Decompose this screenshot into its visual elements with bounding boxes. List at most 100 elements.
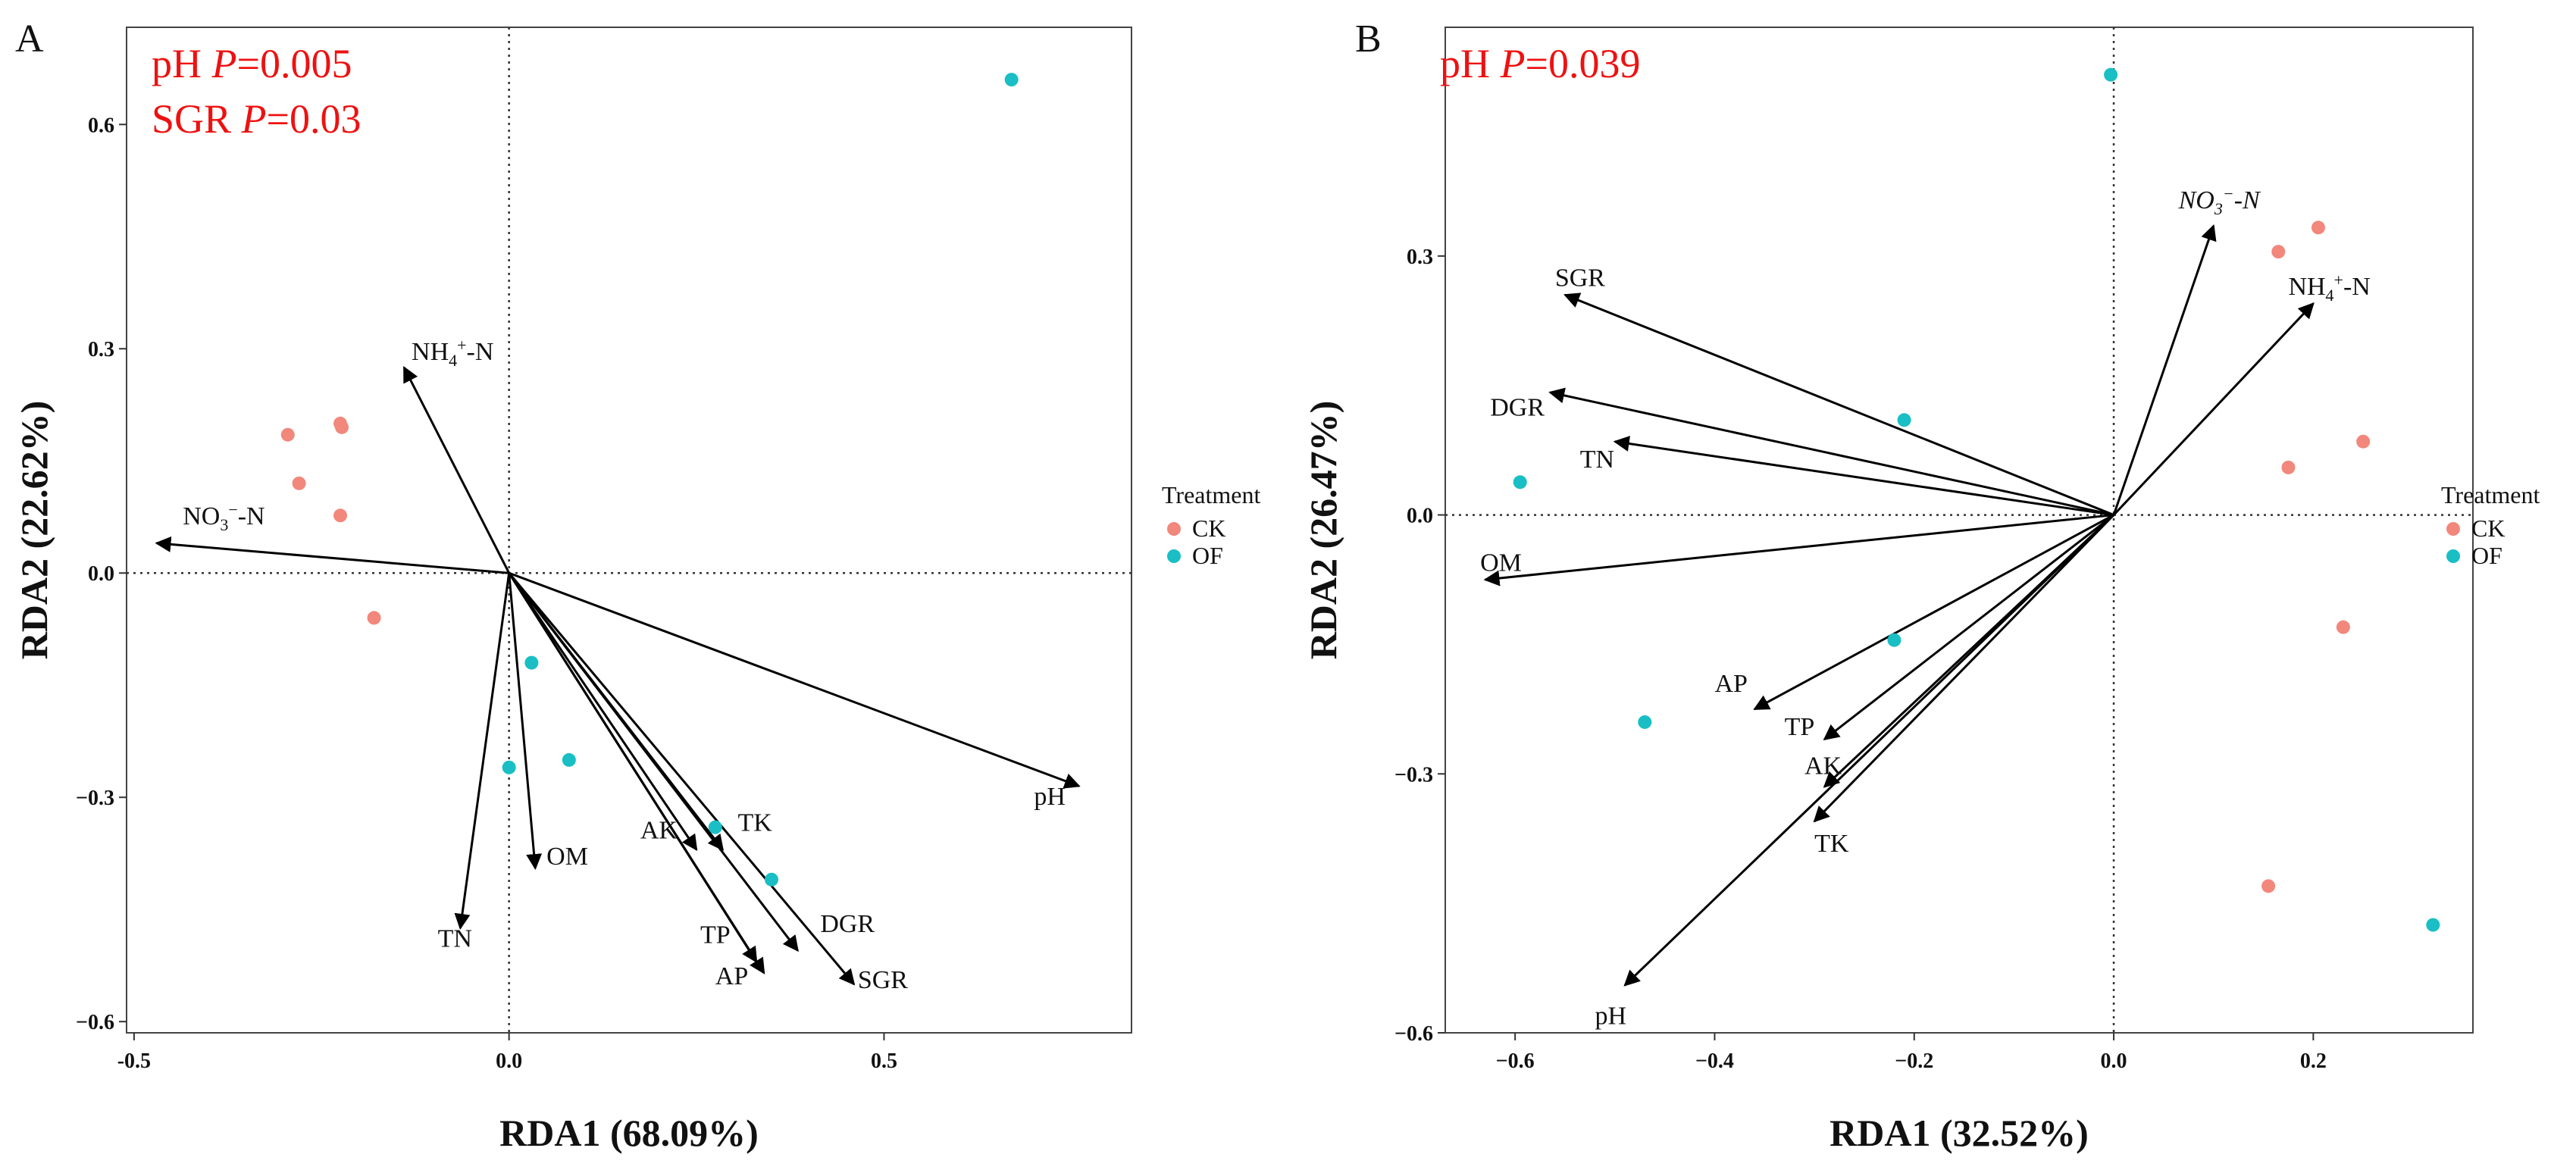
legend-swatch-ck-a [1167,522,1181,536]
arrow-label-b: TN [1580,446,1614,474]
x-tick-label-a: 0.5 [871,1049,897,1073]
point-ck-b [2356,434,2371,449]
arrow-sgr-b [1563,292,2114,516]
y-tick-label-b: −0.3 [1394,763,1433,787]
arrow-om-a [508,573,543,871]
point-ck-a [280,427,295,442]
point-of-a [562,752,576,767]
arrow-label-b: AP [1714,670,1747,698]
arrow-label-a: NH4+-N [412,336,493,370]
point-of-a [708,820,722,834]
arrow-label-a: NO3−-N [183,500,264,534]
arrow-nh4-n-b [2112,302,2315,516]
point-ck-b [2336,620,2350,634]
point-of-b [2104,67,2118,82]
arrow-label-b: pH [1595,1003,1626,1031]
point-ck-b [2311,221,2325,235]
arrow-label-b: DGR [1490,394,1545,422]
point-ck-a [335,420,349,434]
x-tick-label-b: −0.4 [1695,1049,1734,1073]
y-tick-label-a: −0.6 [76,1011,114,1034]
arrow-nh4-n-a [402,366,511,574]
y-axis-label-a: RDA2 (22.62%) [13,401,55,660]
panel-a: A -0.5 0.0 0.5 −0.6 −0.3 0.0 0.3 0.6 RDA1 (68.09%… [13,17,1260,1154]
legend-swatch-of-a [1167,549,1181,563]
arrow-dgr-a [508,572,799,952]
point-of-a [1004,73,1019,87]
arrow-label-a: pH [1034,783,1066,811]
arrow-label-b: AK [1804,752,1842,780]
point-ck-b [2281,460,2296,474]
x-tick-label-a: -0.5 [117,1049,151,1073]
y-tick-label-b: 0.3 [1407,246,1433,269]
legend-title-a: Treatment [1162,481,1260,508]
point-ck-b [2261,879,2276,893]
x-tick-label-b: 0.0 [2101,1049,2127,1073]
arrow-label-b: NO3−-N [2178,184,2261,218]
arrow-label-b: OM [1480,549,1522,577]
arrow-ap-b [1753,514,2114,711]
arrow-label-a: TP [700,921,731,949]
legend-swatch-of-b [2446,549,2460,563]
y-tick-label-b: −0.6 [1394,1022,1433,1046]
panel-letter-b: B [1355,17,1382,61]
point-of-b [2426,918,2440,932]
point-of-a [765,872,779,887]
x-axis-label-a: RDA1 (68.09%) [499,1112,759,1154]
legend-title-b: Treatment [2441,481,2540,508]
arrow-ph-a [509,571,1081,789]
arrow-label-a: AP [715,962,748,990]
point-ck-a [333,508,348,523]
point-of-b [1897,413,1911,427]
arrow-sgr-a [508,572,856,986]
legend-label-of-a: OF [1192,542,1223,569]
y-tick-label-a: −0.3 [76,787,114,810]
point-of-a [524,655,539,670]
arrow-label-b: SGR [1555,264,1605,292]
arrow-ap-a [508,572,765,974]
arrow-tk-b [1813,514,2115,823]
arrow-no3-n-a [155,536,509,574]
x-tick-label-a: 0.0 [496,1049,522,1073]
point-of-b [1887,633,1901,647]
arrow-tp-b [1823,514,2114,741]
arrow-tn-b [1613,436,2114,517]
stat-annotation-a: pH P=0.005 [152,41,352,86]
plot-frame-b [1445,27,2474,1034]
legend-label-of-b: OF [2471,542,2502,569]
arrow-ph-b [1623,514,2115,987]
x-tick-label-b: −0.2 [1895,1049,1933,1073]
y-tick-label-b: 0.0 [1407,505,1433,528]
legend-label-ck-b: CK [2471,515,2505,542]
point-ck-a [367,611,381,625]
arrow-label-b: TK [1814,830,1849,858]
point-of-a [502,760,516,774]
legend-swatch-ck-b [2446,522,2460,536]
arrow-label-a: OM [546,843,588,871]
legend-label-ck-a: CK [1192,515,1225,542]
panel-letter-a: A [15,17,44,61]
point-ck-a [292,476,306,490]
arrow-om-b [1483,514,2114,586]
x-tick-label-b: 0.2 [2300,1049,2327,1073]
arrow-label-b: TP [1785,713,1815,741]
arrow-label-b: NH4+-N [2288,271,2370,305]
arrow-label-a: TK [737,809,772,837]
arrow-dgr-b [1548,387,2114,517]
arrow-no3-n-b [2112,224,2217,516]
point-ck-b [2271,245,2286,259]
panel-b: B −0.6 −0.4 −0.2 0.0 0.2 −0.6 −0.3 0.0 0.3 RDA1 (3… [1302,17,2540,1154]
plot-frame-a [126,27,1132,1034]
arrow-ak-a [508,572,698,852]
arrow-label-a: AK [640,816,678,844]
point-of-b [1513,475,1527,490]
y-tick-label-a: 0.6 [88,114,114,137]
stat-annotation-a: SGR P=0.03 [152,96,362,142]
arrow-label-a: SGR [858,966,908,994]
arrow-label-a: TN [438,925,472,953]
x-axis-label-b: RDA1 (32.52%) [1829,1112,2089,1154]
y-axis-label-b: RDA2 (26.47%) [1302,401,1344,660]
arrow-label-a: DGR [820,910,875,938]
x-tick-label-b: −0.6 [1496,1049,1535,1073]
